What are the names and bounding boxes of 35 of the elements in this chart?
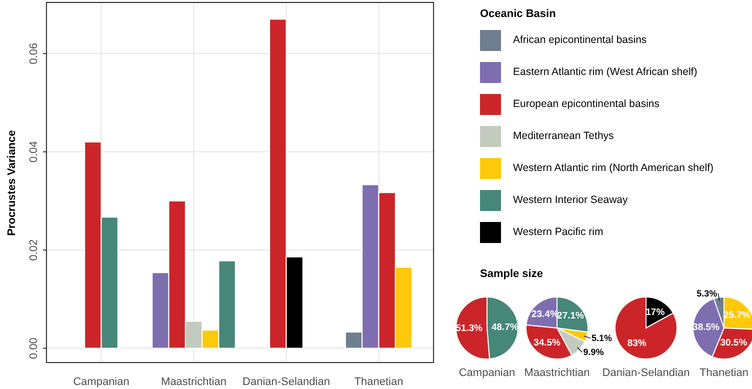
pie-slice [614, 296, 678, 360]
text: Maastrichtian [524, 367, 590, 379]
y-tick-label: 0.04 [28, 141, 40, 163]
x-tick-label: Campanian [73, 376, 130, 388]
data-label: 5.1% [592, 333, 612, 344]
y-axis-title: Procrustes Variance [6, 130, 18, 236]
data-label: 5.3% [696, 288, 718, 298]
legend-label: Western Interior Seaway [513, 194, 628, 206]
text: Thanetian [700, 367, 748, 379]
y-tick-label: 0.00 [28, 338, 40, 359]
data-label: 34.5% [534, 337, 562, 348]
x-tick-label: Thanetian [354, 376, 404, 388]
data-label: 25.7% [724, 310, 752, 322]
x-tick-label: Maastrichtian [161, 376, 226, 388]
chart-title: Sample size [480, 268, 543, 280]
data-label: 83% [627, 338, 647, 349]
data-label: 17% [646, 307, 666, 318]
legend-label: African epicontinental basins [513, 34, 647, 46]
y-tick-label: 0.06 [28, 42, 40, 64]
data-label: 30.5% [720, 338, 748, 349]
data-label: 38.5% [692, 322, 720, 333]
legend-label: European epicontinental basins [513, 98, 660, 110]
y-tick-label: 0.02 [28, 239, 40, 261]
legend-label: Mediterranean Tethys [513, 130, 614, 142]
legend-title: Oceanic Basin [480, 8, 557, 20]
text: Campanian [458, 367, 516, 379]
legend-label: Western Atlantic rim (North American shelf) [513, 162, 714, 174]
legend-label: Eastern Atlantic rim (West African shelf) [513, 66, 698, 78]
data-label: 9.9% [583, 347, 604, 358]
data-label: 27.1% [557, 310, 585, 322]
legend-label: Western Pacific rim [513, 226, 604, 238]
text: Danian-Selandian [602, 367, 690, 379]
data-label: 51.3% [456, 323, 484, 334]
x-tick-label: Danian-Selandian [242, 376, 330, 388]
data-label: 48.7% [491, 322, 519, 333]
